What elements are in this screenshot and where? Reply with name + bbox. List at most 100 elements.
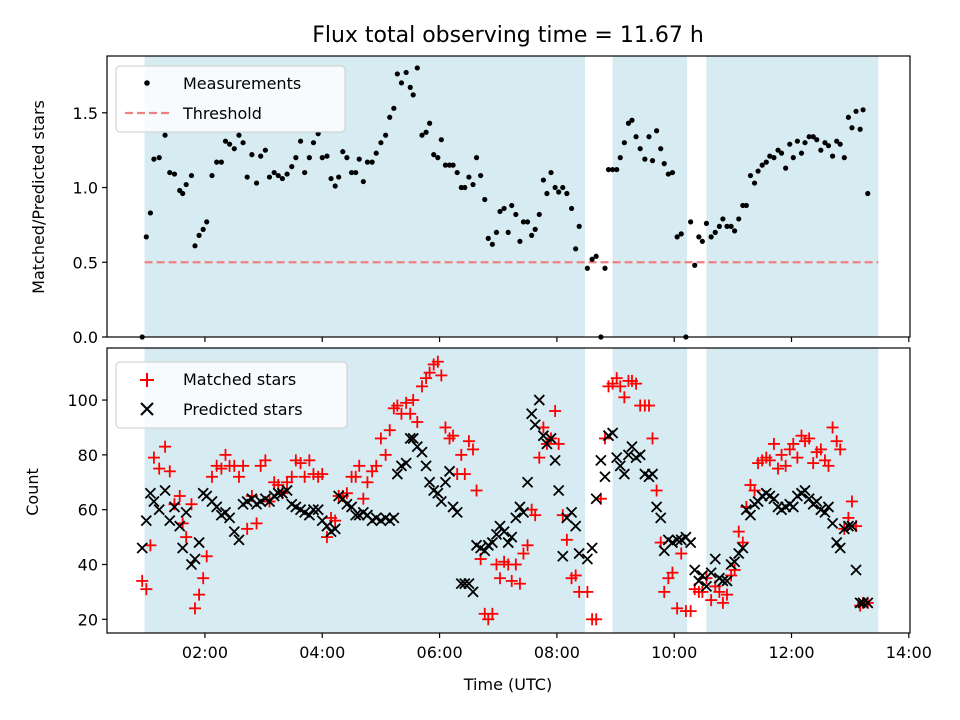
- measurement-point: [450, 162, 456, 168]
- measurement-point: [391, 105, 397, 111]
- bottom-x-tick-label: 08:00: [534, 643, 580, 662]
- measurement-point: [489, 241, 495, 247]
- predicted-star-point: [831, 536, 843, 549]
- matched-star-point: [294, 457, 307, 470]
- measurement-point: [524, 219, 531, 225]
- predicted-star-point: [671, 534, 683, 546]
- measurement-point: [293, 155, 299, 161]
- measurement-point: [332, 183, 338, 189]
- measurement-point: [258, 153, 264, 159]
- predicted-star-point: [803, 493, 815, 505]
- matched-star-point: [285, 470, 298, 483]
- predicted-star-point: [826, 517, 839, 530]
- measurement-point: [442, 162, 449, 168]
- measurement-point: [814, 137, 820, 143]
- matched-star-point: [458, 468, 471, 481]
- measurement-point: [324, 153, 330, 159]
- matched-star-point: [560, 533, 573, 546]
- matched-star-point: [581, 585, 594, 598]
- matched-star-point: [684, 605, 697, 618]
- matched-star-point: [361, 476, 374, 489]
- bottom-x-tick-label: 06:00: [417, 643, 463, 662]
- predicted-star-point: [185, 558, 198, 571]
- matched-star-point: [153, 462, 166, 475]
- measurement-point: [151, 156, 157, 162]
- bottom-observing-span: [612, 348, 688, 633]
- matched-star-point: [193, 588, 206, 601]
- bottom-y-tick-label: 80: [78, 446, 98, 465]
- measurement-point: [466, 174, 472, 180]
- matched-star-point: [316, 468, 329, 481]
- measurement-point: [497, 208, 503, 215]
- matched-star-point: [200, 550, 213, 563]
- predicted-star-point: [312, 504, 324, 516]
- predicted-star-point: [822, 501, 835, 513]
- predicted-star-point: [768, 493, 780, 505]
- measurement-point: [249, 152, 255, 158]
- matched-star-point: [374, 432, 387, 445]
- matched-star-point: [298, 470, 311, 483]
- predicted-star-point: [391, 468, 403, 480]
- predicted-star-point: [717, 575, 729, 587]
- predicted-star-point: [423, 476, 436, 488]
- legend-measurements-marker: [144, 80, 150, 86]
- matched-star-point: [431, 355, 444, 368]
- matched-star-point: [834, 443, 847, 456]
- measurement-point: [724, 223, 730, 229]
- measurement-point: [743, 202, 749, 209]
- bottom-legend-box: [115, 361, 348, 429]
- matched-star-point: [537, 421, 550, 434]
- measurement-point: [147, 210, 154, 216]
- matched-star-point: [675, 547, 688, 560]
- matched-star-point: [370, 459, 383, 472]
- matched-star-point: [775, 448, 788, 461]
- predicted-star-point: [721, 575, 733, 587]
- measurement-point: [646, 134, 652, 140]
- measurement-point: [183, 181, 189, 188]
- measurement-point: [196, 232, 202, 238]
- measurement-point: [625, 120, 632, 126]
- measurement-point: [407, 84, 413, 90]
- predicted-star-point: [614, 460, 626, 472]
- predicted-star-point: [595, 454, 607, 466]
- predicted-star-point: [435, 495, 447, 508]
- matched-star-point: [630, 377, 643, 390]
- predicted-star-point: [189, 553, 201, 565]
- predicted-star-point: [494, 520, 506, 532]
- measurement-point: [513, 211, 519, 218]
- legend-predicted-label: Predicted stars: [183, 400, 303, 419]
- matched-star-point: [400, 396, 413, 409]
- measurement-point: [200, 226, 206, 232]
- measurement-point: [369, 159, 375, 165]
- matched-star-point: [552, 437, 565, 450]
- measurement-point: [564, 190, 570, 197]
- predicted-star-point: [136, 542, 148, 554]
- measurement-point: [810, 134, 816, 140]
- top-y-tick-label: 1.5: [73, 104, 98, 123]
- matched-star-point: [232, 470, 245, 483]
- measurement-point: [661, 161, 667, 167]
- top-axes-frame: [106, 55, 911, 338]
- matched-star-point: [705, 594, 718, 607]
- matched-star-point: [383, 424, 396, 437]
- measurement-point: [143, 234, 149, 240]
- predicted-star-point: [545, 432, 557, 445]
- measurement-point: [336, 174, 342, 180]
- matched-star-point: [590, 613, 603, 626]
- predicted-star-point: [819, 506, 831, 519]
- measurement-point: [319, 155, 325, 161]
- predicted-star-point: [510, 512, 522, 524]
- bottom-x-tick-label: 12:00: [768, 643, 814, 662]
- measurement-point: [708, 234, 714, 240]
- measurement-point: [423, 129, 429, 135]
- predicted-star-point: [407, 432, 419, 445]
- measurement-point: [188, 172, 195, 179]
- predicted-star-point: [303, 509, 315, 521]
- matched-star-point: [404, 407, 417, 420]
- matched-star-point: [205, 470, 218, 483]
- matched-star-point: [614, 380, 627, 393]
- measurement-point: [414, 65, 420, 71]
- measurement-point: [387, 114, 393, 120]
- chart-title: Flux total observing time = 11.67 h: [312, 23, 704, 48]
